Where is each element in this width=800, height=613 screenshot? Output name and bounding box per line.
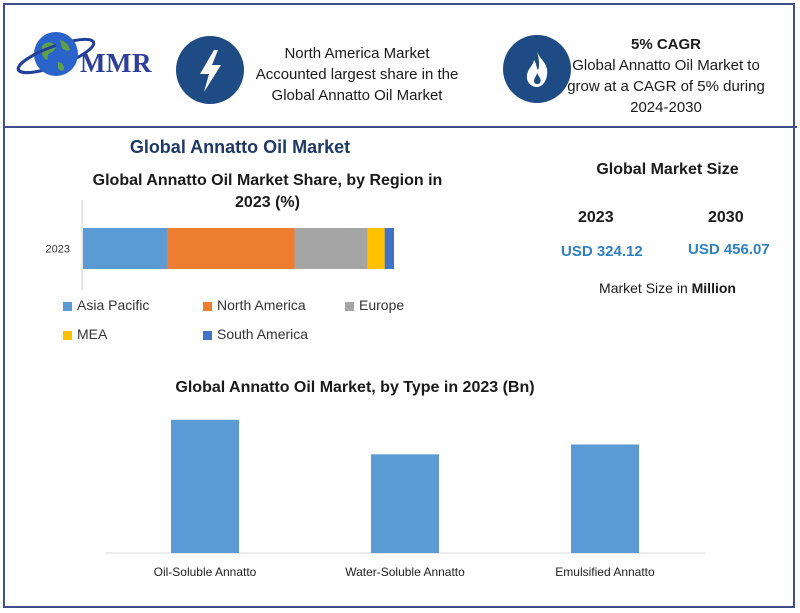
legend-item-south-america: South America — [203, 326, 308, 342]
year-2030-label: 2030 — [708, 209, 744, 226]
region-bar-segment-south-america — [384, 228, 394, 269]
market-size-2030: USD 456.07 — [688, 241, 770, 258]
header-divider — [3, 126, 797, 128]
region-bar-segment-asia-pacific — [83, 228, 167, 269]
highlight-line: Accounted largest share in the — [255, 66, 459, 83]
flame-icon — [503, 35, 571, 103]
type-chart-title: Global Annatto Oil Market, by Type in 20… — [175, 379, 535, 396]
legend-label: South America — [217, 326, 309, 342]
type-category-label: Emulsified Annatto — [555, 565, 655, 579]
region-category-label: 2023 — [46, 244, 70, 256]
market-size-note-prefix: Market Size in — [599, 280, 692, 296]
region-bar-segment-europe — [294, 228, 368, 269]
legend-item-asia-pacific: Asia Pacific — [63, 297, 149, 313]
legend-swatch — [203, 301, 212, 311]
highlight-line: North America Market — [284, 45, 430, 62]
region-bar-segment-mea — [367, 228, 385, 269]
highlight-cagr: 5% CAGR Global Annatto Oil Market to gro… — [566, 34, 766, 118]
region-chart-title: Global Annatto Oil Market Share, by Regi… — [92, 172, 443, 211]
legend-label: North America — [217, 297, 306, 313]
type-bar-emulsified-annatto — [571, 444, 639, 553]
highlight-line: Global Annatto Oil Market to — [572, 57, 760, 74]
highlight-north-america: North America Market Accounted largest s… — [248, 43, 466, 106]
year-2023-label: 2023 — [578, 209, 614, 226]
legend-item-mea: MEA — [63, 326, 107, 342]
type-bar-water-soluble-annatto — [371, 454, 439, 553]
legend-swatch — [203, 330, 212, 340]
region-bar-segment-north-america — [166, 228, 295, 269]
legend-item-europe: Europe — [345, 297, 404, 313]
mmr-logo — [14, 26, 164, 88]
legend-swatch — [63, 301, 72, 311]
highlight-line: grow at a CAGR of 5% during — [567, 78, 765, 95]
legend-item-north-america: North America — [203, 297, 306, 313]
legend-label: MEA — [77, 326, 108, 342]
legend-swatch — [345, 301, 354, 311]
main-title: Global Annatto Oil Market — [129, 137, 351, 157]
type-bar-oil-soluble-annatto — [171, 419, 239, 553]
highlight-line: 2024-2030 — [630, 99, 702, 116]
highlight-line: Global Annatto Oil Market — [271, 87, 443, 104]
market-size-title: Global Market Size — [596, 161, 739, 178]
infographic-frame — [3, 3, 795, 608]
cagr-title: 5% CAGR — [630, 36, 701, 53]
lightning-icon — [176, 36, 244, 104]
globe-icon — [16, 32, 96, 76]
type-category-label: Water-Soluble Annatto — [345, 565, 465, 579]
legend-swatch — [63, 330, 72, 340]
logo-text: MMR — [80, 48, 152, 78]
market-size-note: Market Size in Million — [565, 280, 770, 296]
legend-label: Europe — [359, 297, 405, 313]
type-category-label: Oil-Soluble Annatto — [154, 565, 257, 579]
market-size-2023: USD 324.12 — [561, 243, 643, 260]
market-size-unit: Million — [691, 280, 736, 296]
legend-label: Asia Pacific — [77, 297, 150, 313]
